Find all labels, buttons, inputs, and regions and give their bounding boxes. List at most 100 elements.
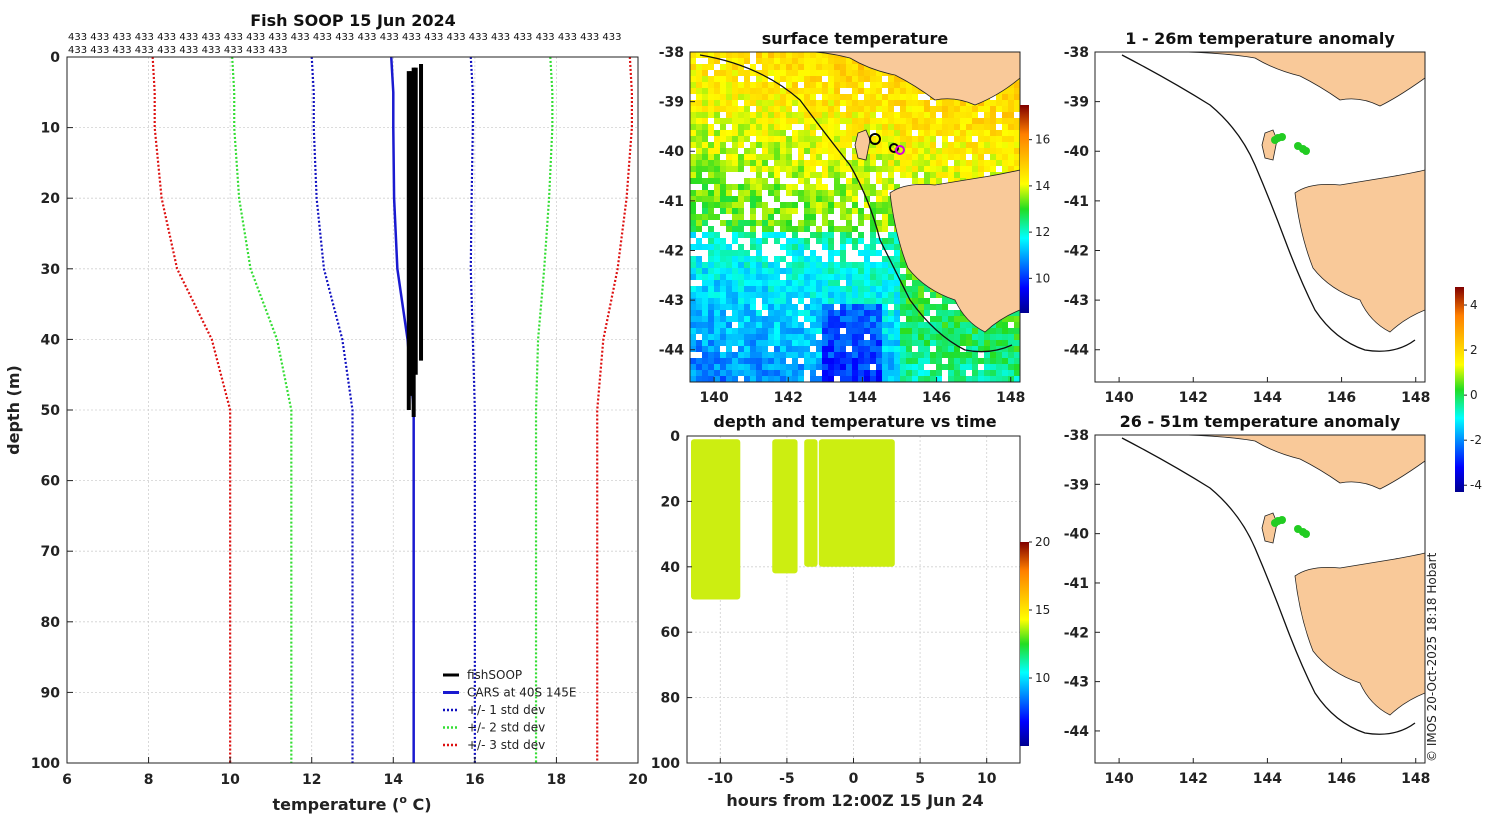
sst-cell	[882, 292, 888, 298]
sst-cell	[828, 226, 834, 232]
sst-cell	[708, 364, 714, 370]
sst-cell	[924, 304, 930, 310]
sst-cell	[792, 88, 798, 94]
sst-cell	[1008, 160, 1014, 166]
legend-label: +/- 1 std dev	[467, 703, 545, 717]
sst-cell	[912, 310, 918, 316]
sst-cell	[834, 328, 840, 334]
sst-cell	[756, 196, 762, 202]
sst-cell	[936, 304, 942, 310]
time-xlabel: hours from 12:00Z 15 Jun 24	[726, 791, 983, 810]
fishsoop-position-marker	[869, 133, 881, 145]
sst-cell	[960, 364, 966, 370]
sst-cell	[744, 94, 750, 100]
map-tick-label-x: 140	[1104, 390, 1133, 406]
sst-cell	[774, 346, 780, 352]
sst-cell	[762, 376, 768, 382]
sst-cell	[984, 346, 990, 352]
sst-cell	[756, 220, 762, 226]
sst-cell	[942, 166, 948, 172]
sst-cell	[726, 82, 732, 88]
sst-cell	[810, 304, 816, 310]
sst-cell	[858, 274, 864, 280]
sst-cell	[858, 268, 864, 274]
sst-cell	[690, 136, 696, 142]
sst-cell	[846, 364, 852, 370]
sst-cell	[720, 166, 726, 172]
sst-cell	[822, 184, 828, 190]
map-tick-label-x: 142	[1179, 390, 1208, 406]
sst-cell	[882, 328, 888, 334]
sst-cell	[810, 112, 816, 118]
sst-cell	[846, 70, 852, 76]
sst-cell	[732, 310, 738, 316]
sst-cell	[822, 202, 828, 208]
sst-cell	[738, 70, 744, 76]
sst-cell	[690, 142, 696, 148]
sst-cell	[846, 262, 852, 268]
tick-label-x: 12	[302, 772, 321, 788]
sst-cell	[792, 142, 798, 148]
sst-cell	[948, 364, 954, 370]
sst-cell	[732, 58, 738, 64]
sst-cell	[762, 166, 768, 172]
sst-cell	[984, 364, 990, 370]
sst-cell	[744, 376, 750, 382]
sst-cell	[804, 220, 810, 226]
sst-cell	[888, 154, 894, 160]
sst-cell	[1002, 112, 1008, 118]
sst-cell	[768, 118, 774, 124]
sst-cell	[846, 112, 852, 118]
sst-cell	[750, 220, 756, 226]
tick-label-x: 8	[144, 772, 154, 788]
sst-cell	[816, 262, 822, 268]
sst-cell	[738, 322, 744, 328]
sst-cell	[792, 334, 798, 340]
sst-cell	[948, 376, 954, 382]
sst-cell	[870, 160, 876, 166]
sst-cell	[810, 298, 816, 304]
sst-cell	[1002, 148, 1008, 154]
sst-cell	[942, 304, 948, 310]
sst-cell	[810, 70, 816, 76]
sst-cell	[1014, 100, 1020, 106]
shelf-contour	[1121, 437, 1416, 735]
sst-cell	[738, 94, 744, 100]
sst-cell	[750, 196, 756, 202]
sst-cell	[804, 76, 810, 82]
sst-cell	[870, 202, 876, 208]
sst-cell	[906, 298, 912, 304]
sst-cell	[726, 250, 732, 256]
sst-cell	[756, 94, 762, 100]
sst-cell	[702, 262, 708, 268]
sst-cell	[828, 376, 834, 382]
sst-cell	[834, 76, 840, 82]
sst-cell	[792, 316, 798, 322]
sst-cell	[780, 226, 786, 232]
sst-cell	[888, 82, 894, 88]
sst-cell	[816, 82, 822, 88]
sst-cell	[882, 178, 888, 184]
colorbar-tick-label: 12	[1035, 225, 1050, 239]
sst-cell	[792, 172, 798, 178]
sst-cell	[1002, 352, 1008, 358]
sst-cell	[726, 190, 732, 196]
sst-cell	[708, 106, 714, 112]
sst-cell	[846, 220, 852, 226]
sst-cell	[948, 352, 954, 358]
std-dev-line-plus	[469, 57, 476, 763]
sst-cell	[906, 286, 912, 292]
sst-cell	[840, 130, 846, 136]
sst-cell	[966, 124, 972, 130]
sst-cell	[834, 286, 840, 292]
sst-cell	[954, 106, 960, 112]
sst-cell	[690, 316, 696, 322]
sst-cell	[858, 124, 864, 130]
sst-cell	[690, 70, 696, 76]
tick-label-y: 60	[661, 625, 681, 641]
sst-cell	[912, 112, 918, 118]
sst-cell	[798, 76, 804, 82]
sst-cell	[726, 286, 732, 292]
sst-cell	[918, 298, 924, 304]
sst-cell	[744, 280, 750, 286]
